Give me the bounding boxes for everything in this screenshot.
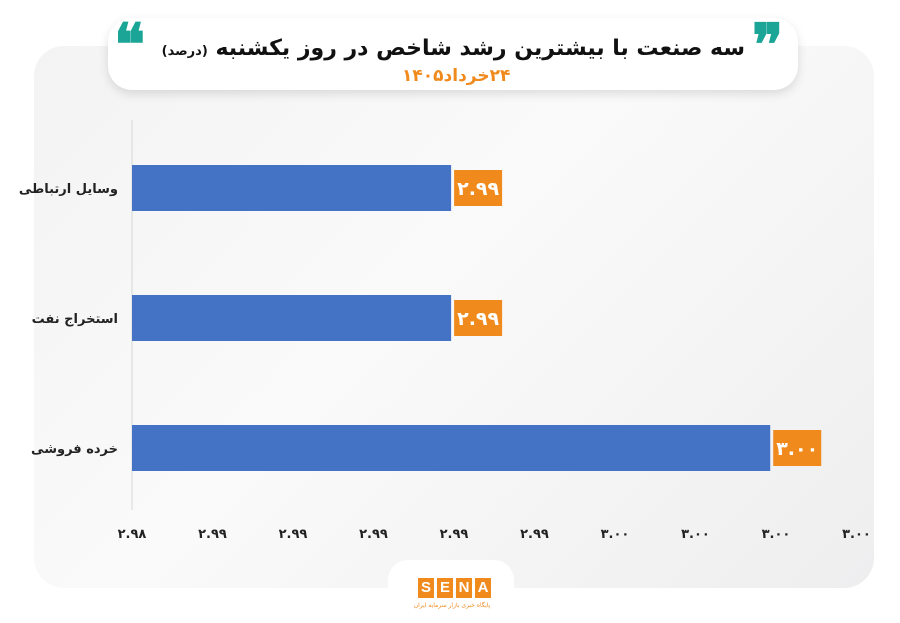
x-tick-label-7: ۳.۰۰ bbox=[681, 527, 710, 542]
title-text: سه صنعت با بیشترین رشد شاخص در روز یکشنب… bbox=[215, 36, 745, 61]
logo-letter-2: N bbox=[456, 578, 472, 598]
x-ticks-group: ۲.۹۸ ۲.۹۹ ۲.۹۹ ۲.۹۹ ۲.۹۹ ۲.۹۹ ۳.۰۰ ۳.۰۰ ۳.۰۰ ۳.۰۰ bbox=[118, 527, 871, 542]
x-tick-label-2: ۲.۹۹ bbox=[279, 527, 308, 542]
bars-group: وسایل ارتباطی ۲.۹۹ استخراج نفت ۲.۹۹ خرده فرو… bbox=[19, 165, 822, 471]
data-label-bg-2 bbox=[773, 430, 822, 466]
logo-letter-3: A bbox=[475, 578, 491, 598]
title-unit: (درصد) bbox=[161, 44, 208, 59]
x-tick-label-9: ۳.۰۰ bbox=[842, 527, 871, 542]
bar-2 bbox=[132, 425, 771, 471]
page-title: سه صنعت با بیشترین رشد شاخص در روز یکشنب… bbox=[162, 36, 745, 61]
category-label-0: وسایل ارتباطی bbox=[19, 182, 118, 197]
quote-open-icon: ❞ bbox=[752, 11, 784, 79]
x-tick-label-4: ۲.۹۹ bbox=[440, 527, 469, 542]
data-label-bg-1 bbox=[454, 300, 503, 336]
x-tick-label-8: ۳.۰۰ bbox=[762, 527, 791, 542]
bar-1 bbox=[132, 295, 452, 341]
x-tick-label-5: ۲.۹۹ bbox=[520, 527, 549, 542]
title-box bbox=[108, 18, 798, 90]
x-tick-label-0: ۲.۹۸ bbox=[118, 527, 147, 542]
data-label-bg-0 bbox=[454, 170, 503, 206]
logo-letter-1: E bbox=[437, 578, 453, 598]
data-label-2: ۳.۰۰ bbox=[776, 438, 818, 460]
date-label: ۲۴خرداد۱۴۰۵ bbox=[402, 66, 511, 86]
data-label-1: ۲.۹۹ bbox=[457, 308, 499, 330]
x-tick-label-1: ۲.۹۹ bbox=[198, 527, 227, 542]
quote-close-icon: ❝ bbox=[114, 11, 146, 79]
logo-tagline: پایگاه خبری بازار سرمایه ایران bbox=[413, 602, 491, 609]
data-label-0: ۲.۹۹ bbox=[457, 178, 499, 200]
category-label-1: استخراج نفت bbox=[32, 312, 118, 327]
bar-0 bbox=[132, 165, 452, 211]
x-tick-label-6: ۳.۰۰ bbox=[601, 527, 630, 542]
logo-letter-0: S bbox=[418, 578, 434, 598]
category-label-2: خرده فروشی bbox=[31, 442, 118, 457]
x-tick-label-3: ۲.۹۹ bbox=[359, 527, 388, 542]
